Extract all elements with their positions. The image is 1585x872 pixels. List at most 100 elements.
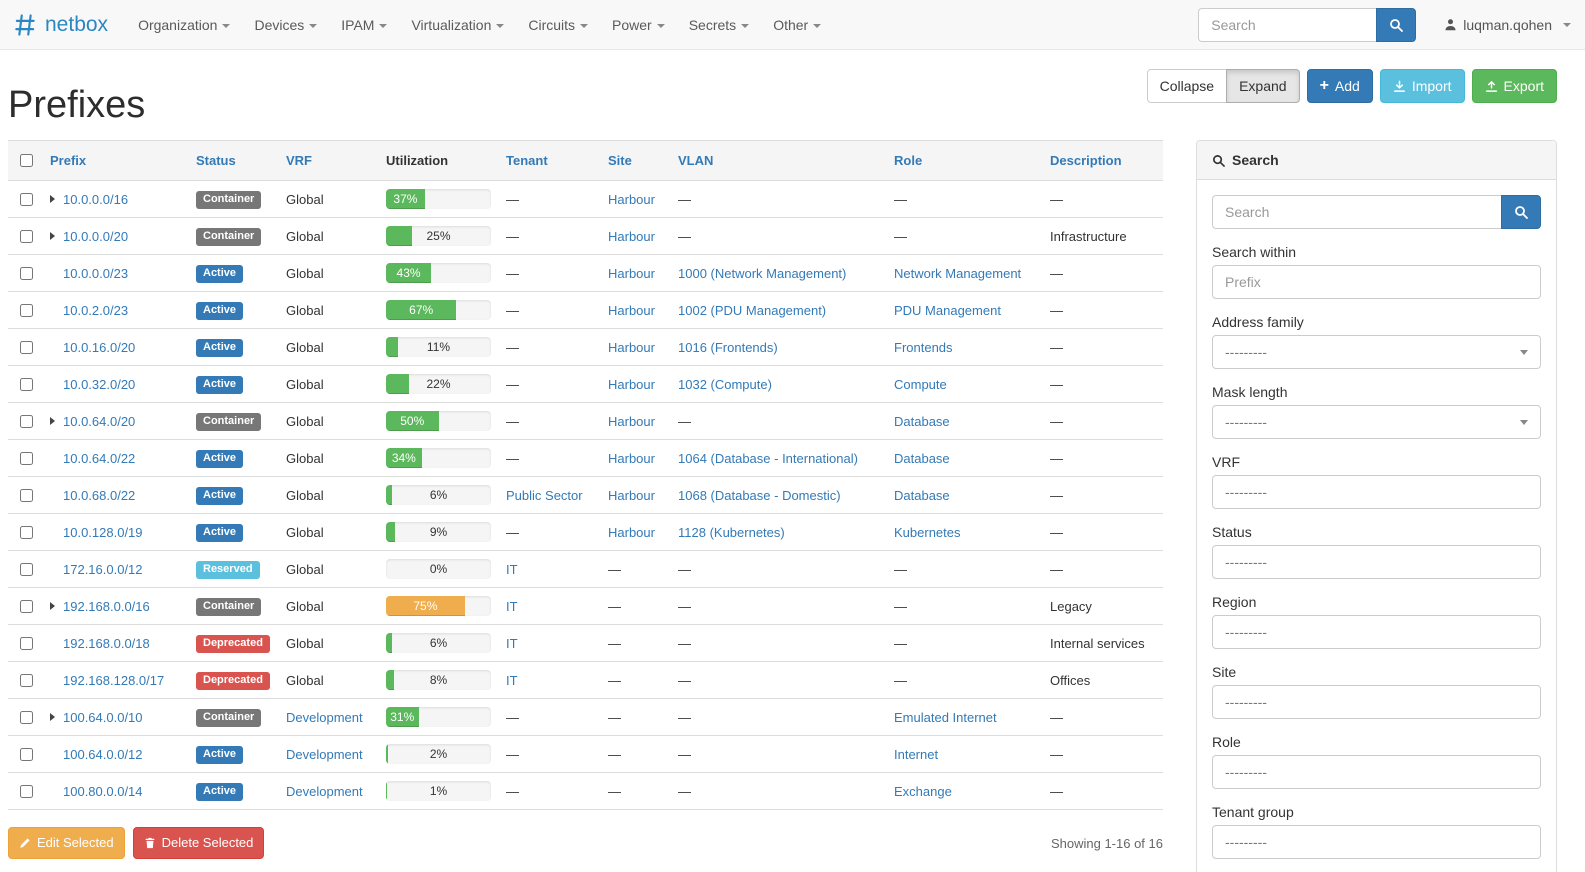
row-checkbox[interactable] xyxy=(20,636,33,650)
role-link[interactable]: Compute xyxy=(894,376,947,392)
expand-button[interactable]: Expand xyxy=(1226,69,1300,103)
prefix-link[interactable]: 10.0.68.0/22 xyxy=(63,487,136,503)
nav-item-power[interactable]: Power xyxy=(600,0,677,50)
row-checkbox[interactable] xyxy=(20,747,33,761)
role-link[interactable]: Internet xyxy=(894,746,939,762)
filter-select-status[interactable]: --------- xyxy=(1212,545,1541,579)
filter-select-role[interactable]: --------- xyxy=(1212,755,1541,789)
row-checkbox[interactable] xyxy=(20,451,33,465)
prefix-link[interactable]: 10.0.0.0/16 xyxy=(63,191,129,207)
filter-select-tenant-group[interactable]: --------- xyxy=(1212,825,1541,859)
sidebar-search-input[interactable] xyxy=(1212,195,1501,229)
prefix-link[interactable]: 192.168.0.0/16 xyxy=(63,598,150,614)
site-link[interactable]: Harbour xyxy=(608,302,655,318)
prefix-link[interactable]: 10.0.2.0/23 xyxy=(63,302,129,318)
role-link[interactable]: Database xyxy=(894,413,950,429)
site-link[interactable]: Harbour xyxy=(608,265,655,281)
vlan-link[interactable]: 1068 (Database - Domestic) xyxy=(678,487,841,503)
column-header-description[interactable]: Description xyxy=(1042,140,1163,181)
row-checkbox[interactable] xyxy=(20,377,33,391)
vlan-link[interactable]: 1032 (Compute) xyxy=(678,376,772,392)
row-checkbox[interactable] xyxy=(20,562,33,576)
role-link[interactable]: PDU Management xyxy=(894,302,1001,318)
prefix-link[interactable]: 10.0.32.0/20 xyxy=(63,376,136,392)
export-button[interactable]: Export xyxy=(1471,69,1557,103)
vrf-link[interactable]: Development xyxy=(286,783,363,799)
site-link[interactable]: Harbour xyxy=(608,487,655,503)
row-checkbox[interactable] xyxy=(20,340,33,354)
tenant-link[interactable]: IT xyxy=(506,672,518,688)
nav-item-other[interactable]: Other xyxy=(761,0,833,50)
tenant-link[interactable]: IT xyxy=(506,635,518,651)
column-header-prefix[interactable]: Prefix xyxy=(42,140,188,181)
row-checkbox[interactable] xyxy=(20,303,33,317)
row-checkbox[interactable] xyxy=(20,525,33,539)
filter-select-vrf[interactable]: --------- xyxy=(1212,475,1541,509)
prefix-link[interactable]: 100.64.0.0/10 xyxy=(63,709,143,725)
site-link[interactable]: Harbour xyxy=(608,228,655,244)
vlan-link[interactable]: 1128 (Kubernetes) xyxy=(678,524,785,540)
user-menu[interactable]: luqman.qohen xyxy=(1444,17,1571,33)
column-header-site[interactable]: Site xyxy=(600,140,670,181)
expand-caret-icon[interactable] xyxy=(50,195,55,204)
role-link[interactable]: Frontends xyxy=(894,339,953,355)
import-button[interactable]: Import xyxy=(1379,69,1465,103)
row-checkbox[interactable] xyxy=(20,266,33,280)
column-header-vrf[interactable]: VRF xyxy=(278,140,378,181)
role-link[interactable]: Emulated Internet xyxy=(894,709,997,725)
site-link[interactable]: Harbour xyxy=(608,339,655,355)
vlan-link[interactable]: 1016 (Frontends) xyxy=(678,339,778,355)
site-link[interactable]: Harbour xyxy=(608,191,655,207)
expand-caret-icon[interactable] xyxy=(50,232,55,241)
row-checkbox[interactable] xyxy=(20,192,33,206)
nav-item-organization[interactable]: Organization xyxy=(126,0,242,50)
role-link[interactable]: Network Management xyxy=(894,265,1022,281)
navbar-search-input[interactable] xyxy=(1198,7,1377,42)
collapse-button[interactable]: Collapse xyxy=(1146,69,1228,103)
nav-item-ipam[interactable]: IPAM xyxy=(329,0,399,50)
vlan-link[interactable]: 1002 (PDU Management) xyxy=(678,302,827,318)
column-header-status[interactable]: Status xyxy=(188,140,278,181)
filter-input-search-within[interactable] xyxy=(1212,265,1541,299)
role-link[interactable]: Database xyxy=(894,487,950,503)
nav-item-devices[interactable]: Devices xyxy=(242,0,329,50)
prefix-link[interactable]: 10.0.64.0/22 xyxy=(63,450,136,466)
prefix-link[interactable]: 10.0.16.0/20 xyxy=(63,339,136,355)
vrf-link[interactable]: Development xyxy=(286,746,363,762)
prefix-link[interactable]: 100.80.0.0/14 xyxy=(63,783,143,799)
filter-select-site[interactable]: --------- xyxy=(1212,685,1541,719)
vrf-link[interactable]: Development xyxy=(286,709,363,725)
prefix-link[interactable]: 10.0.64.0/20 xyxy=(63,413,136,429)
tenant-link[interactable]: IT xyxy=(506,598,518,614)
prefix-link[interactable]: 10.0.128.0/19 xyxy=(63,524,143,540)
prefix-link[interactable]: 100.64.0.0/12 xyxy=(63,746,143,762)
site-link[interactable]: Harbour xyxy=(608,450,655,466)
expand-caret-icon[interactable] xyxy=(50,417,55,426)
nav-item-secrets[interactable]: Secrets xyxy=(677,0,761,50)
edit-selected-button[interactable]: Edit Selected xyxy=(8,827,125,859)
row-checkbox[interactable] xyxy=(20,599,33,613)
prefix-link[interactable]: 172.16.0.0/12 xyxy=(63,561,143,577)
expand-caret-icon[interactable] xyxy=(50,713,55,722)
row-checkbox[interactable] xyxy=(20,414,33,428)
delete-selected-button[interactable]: Delete Selected xyxy=(132,827,265,859)
column-header-role[interactable]: Role xyxy=(886,140,1042,181)
prefix-link[interactable]: 10.0.0.0/23 xyxy=(63,265,129,281)
row-checkbox[interactable] xyxy=(20,488,33,502)
column-header-vlan[interactable]: VLAN xyxy=(670,140,886,181)
row-checkbox[interactable] xyxy=(20,710,33,724)
column-header-tenant[interactable]: Tenant xyxy=(498,140,600,181)
role-link[interactable]: Kubernetes xyxy=(894,524,961,540)
sidebar-search-button[interactable] xyxy=(1501,195,1541,229)
netbox-logo[interactable]: netbox xyxy=(12,12,108,38)
vlan-link[interactable]: 1064 (Database - International) xyxy=(678,450,858,466)
filter-select-mask-length[interactable]: --------- xyxy=(1212,405,1541,439)
row-checkbox[interactable] xyxy=(20,229,33,243)
filter-select-address-family[interactable]: --------- xyxy=(1212,335,1541,369)
site-link[interactable]: Harbour xyxy=(608,376,655,392)
nav-item-virtualization[interactable]: Virtualization xyxy=(399,0,516,50)
add-button[interactable]: + Add xyxy=(1306,69,1373,103)
tenant-link[interactable]: IT xyxy=(506,561,518,577)
expand-caret-icon[interactable] xyxy=(50,602,55,611)
navbar-search-button[interactable] xyxy=(1376,7,1417,42)
